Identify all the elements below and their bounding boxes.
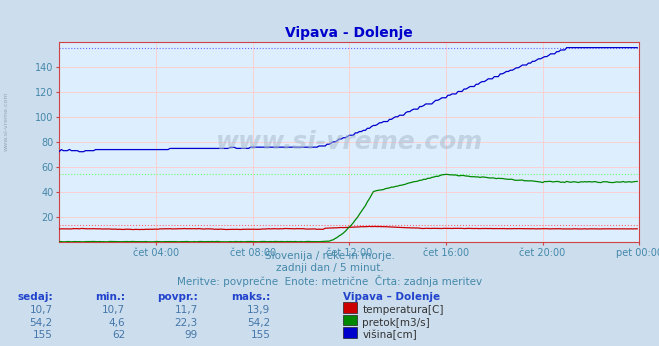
Text: Slovenija / reke in morje.: Slovenija / reke in morje. — [264, 251, 395, 261]
Text: 99: 99 — [185, 330, 198, 340]
Text: www.si-vreme.com: www.si-vreme.com — [3, 91, 9, 151]
Text: Meritve: povprečne  Enote: metrične  Črta: zadnja meritev: Meritve: povprečne Enote: metrične Črta:… — [177, 275, 482, 287]
Text: 54,2: 54,2 — [30, 318, 53, 328]
Text: 10,7: 10,7 — [102, 305, 125, 315]
Text: pretok[m3/s]: pretok[m3/s] — [362, 318, 430, 328]
Text: 155: 155 — [33, 330, 53, 340]
Text: 62: 62 — [112, 330, 125, 340]
Text: www.si-vreme.com: www.si-vreme.com — [215, 130, 483, 154]
Text: zadnji dan / 5 minut.: zadnji dan / 5 minut. — [275, 263, 384, 273]
Text: 155: 155 — [250, 330, 270, 340]
Text: povpr.:: povpr.: — [157, 292, 198, 302]
Text: 11,7: 11,7 — [175, 305, 198, 315]
Text: sedaj:: sedaj: — [17, 292, 53, 302]
Text: 22,3: 22,3 — [175, 318, 198, 328]
Text: 4,6: 4,6 — [109, 318, 125, 328]
Text: višina[cm]: višina[cm] — [362, 330, 417, 340]
Text: 10,7: 10,7 — [30, 305, 53, 315]
Text: min.:: min.: — [95, 292, 125, 302]
Text: 13,9: 13,9 — [247, 305, 270, 315]
Text: Vipava – Dolenje: Vipava – Dolenje — [343, 292, 440, 302]
Text: 54,2: 54,2 — [247, 318, 270, 328]
Title: Vipava - Dolenje: Vipava - Dolenje — [285, 26, 413, 40]
Text: temperatura[C]: temperatura[C] — [362, 305, 444, 315]
Text: maks.:: maks.: — [231, 292, 270, 302]
